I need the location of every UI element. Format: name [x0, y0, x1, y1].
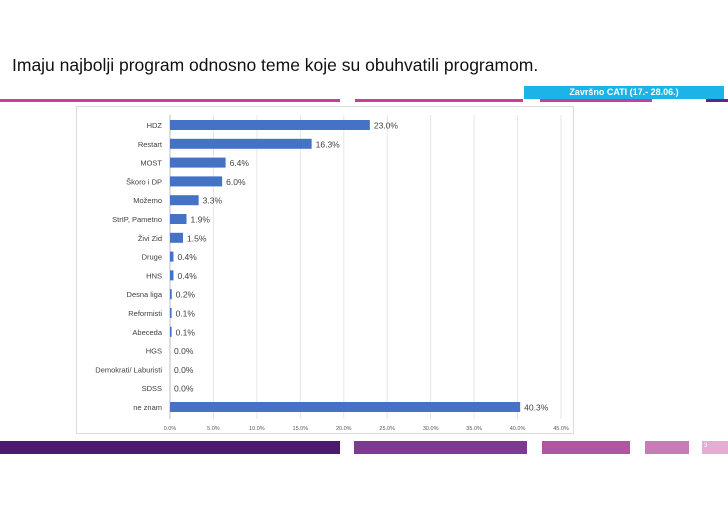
top-divider-purple [706, 99, 728, 102]
x-tick-label: 35.0% [466, 426, 482, 432]
bar [170, 308, 172, 318]
survey-period-badge: Završno CATI (17.- 28.06.) [524, 86, 724, 99]
category-label: HGS [146, 347, 162, 356]
category-label: Druge [142, 253, 162, 262]
page-number: 3 [704, 443, 708, 449]
bar [170, 251, 174, 262]
bar [170, 289, 172, 300]
data-label: 1.5% [187, 233, 207, 243]
bar [170, 176, 223, 187]
bar-chart: 0.0% 5.0% 10.0% 15.0% 20.0% 25.0% 30.0% 35.0% 40… [95, 115, 569, 432]
category-label: Restart [138, 140, 163, 149]
data-label: 6.4% [230, 158, 250, 168]
data-label: 0.4% [177, 271, 197, 281]
bar [170, 402, 521, 412]
x-tick-label: 10.0% [249, 426, 265, 432]
bar [170, 270, 174, 281]
bar [170, 120, 370, 130]
bar [170, 214, 187, 224]
top-divider-pink-3 [540, 99, 652, 102]
footer-bar-purple [354, 441, 527, 454]
data-label: 0.0% [174, 365, 194, 375]
data-label: 1.9% [191, 215, 211, 225]
x-tick-label: 20.0% [336, 426, 352, 432]
category-label: Demokrati/ Laburisti [95, 365, 162, 374]
footer-bar-light-pink [702, 441, 728, 454]
footer-bar-mauve [542, 441, 630, 454]
data-label: 0.1% [176, 327, 196, 337]
category-label: HDZ [147, 121, 163, 130]
category-label: Abeceda [132, 328, 162, 337]
category-label: StrIP, Pametno [112, 215, 162, 224]
footer-bar-pink [645, 441, 689, 454]
top-divider-pink [0, 99, 340, 102]
data-label: 16.3% [316, 139, 341, 149]
category-label: HNS [146, 271, 162, 280]
data-label: 0.2% [176, 290, 196, 300]
category-label: MOST [140, 159, 162, 168]
x-tick-label: 5.0% [207, 426, 220, 432]
data-label: 40.3% [524, 403, 549, 413]
data-label: 0.0% [174, 384, 194, 394]
category-label: Škoro i DP [126, 177, 162, 186]
bar [170, 195, 199, 206]
footer-bar-dark-purple [0, 441, 340, 454]
x-tick-label: 30.0% [423, 426, 439, 432]
data-label: 3.3% [203, 196, 223, 206]
category-label: Živi Zid [138, 234, 162, 243]
category-label: Možemo [133, 196, 162, 205]
category-label: SDSS [142, 384, 162, 393]
x-tick-label: 45.0% [553, 426, 569, 432]
data-label: 23.0% [374, 121, 399, 131]
bar [170, 138, 312, 149]
category-label: Desna liga [127, 290, 163, 299]
data-label: 0.0% [174, 346, 194, 356]
bar [170, 157, 226, 168]
bar [170, 326, 172, 337]
slide-title: Imaju najbolji program odnosno teme koje… [12, 55, 539, 75]
x-tick-label: 25.0% [379, 426, 395, 432]
chart-frame: 0.0% 5.0% 10.0% 15.0% 20.0% 25.0% 30.0% 35.0% 40… [76, 106, 574, 434]
data-label: 0.4% [177, 252, 197, 262]
x-tick-label: 40.0% [510, 426, 526, 432]
data-label: 0.1% [176, 309, 196, 319]
bar [170, 232, 184, 243]
x-tick-label: 0.0% [164, 426, 177, 432]
top-divider-pink-2 [355, 99, 523, 102]
x-tick-label: 15.0% [293, 426, 309, 432]
data-label: 6.0% [226, 177, 246, 187]
category-label: ne znam [133, 403, 162, 412]
category-label: Reformisti [128, 309, 162, 318]
